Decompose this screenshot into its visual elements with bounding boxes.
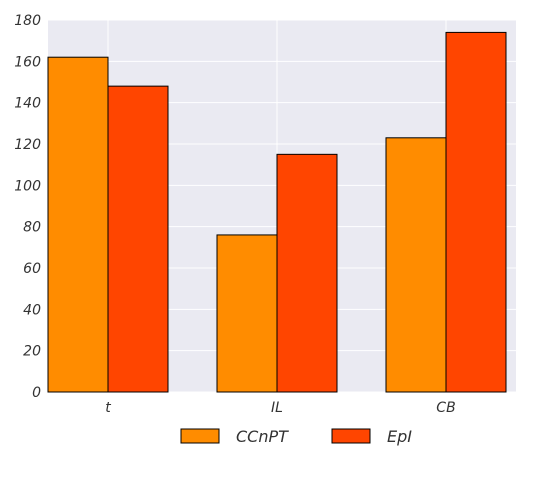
bar-CCnPT-CB xyxy=(385,137,447,393)
legend-label-CCnPT: CCnPT xyxy=(236,427,289,446)
y-tick-label: 0 xyxy=(32,385,41,401)
legend-label-EpI: EpI xyxy=(387,427,412,446)
y-tick-label: 80 xyxy=(23,220,41,236)
x-tick-label: IL xyxy=(271,400,283,416)
bars xyxy=(47,31,507,393)
bar-CCnPT-IL xyxy=(216,234,278,393)
x-tick-label: CB xyxy=(436,400,455,416)
y-tick-label: 140 xyxy=(14,96,41,112)
y-tick-label: 20 xyxy=(23,344,41,360)
x-tick-label: t xyxy=(105,400,111,416)
y-tick-labels: 0 20 40 60 80 100 120 140 160 180 xyxy=(14,13,41,401)
legend: CCnPT EpI xyxy=(180,427,412,446)
legend-swatch-CCnPT xyxy=(180,428,220,444)
bar-EpI-IL xyxy=(276,153,338,393)
y-tick-label: 160 xyxy=(14,54,41,70)
bar-EpI-t xyxy=(107,85,169,393)
bar-EpI-CB xyxy=(445,31,507,393)
bar-CCnPT-t xyxy=(47,56,109,393)
y-tick-label: 40 xyxy=(23,302,41,318)
legend-swatch-EpI xyxy=(331,428,371,444)
y-tick-label: 100 xyxy=(14,178,41,194)
y-tick-label: 60 xyxy=(23,261,41,277)
y-tick-label: 180 xyxy=(14,13,41,29)
y-tick-label: 120 xyxy=(14,137,41,153)
x-tick-labels: t IL CB xyxy=(105,400,455,416)
